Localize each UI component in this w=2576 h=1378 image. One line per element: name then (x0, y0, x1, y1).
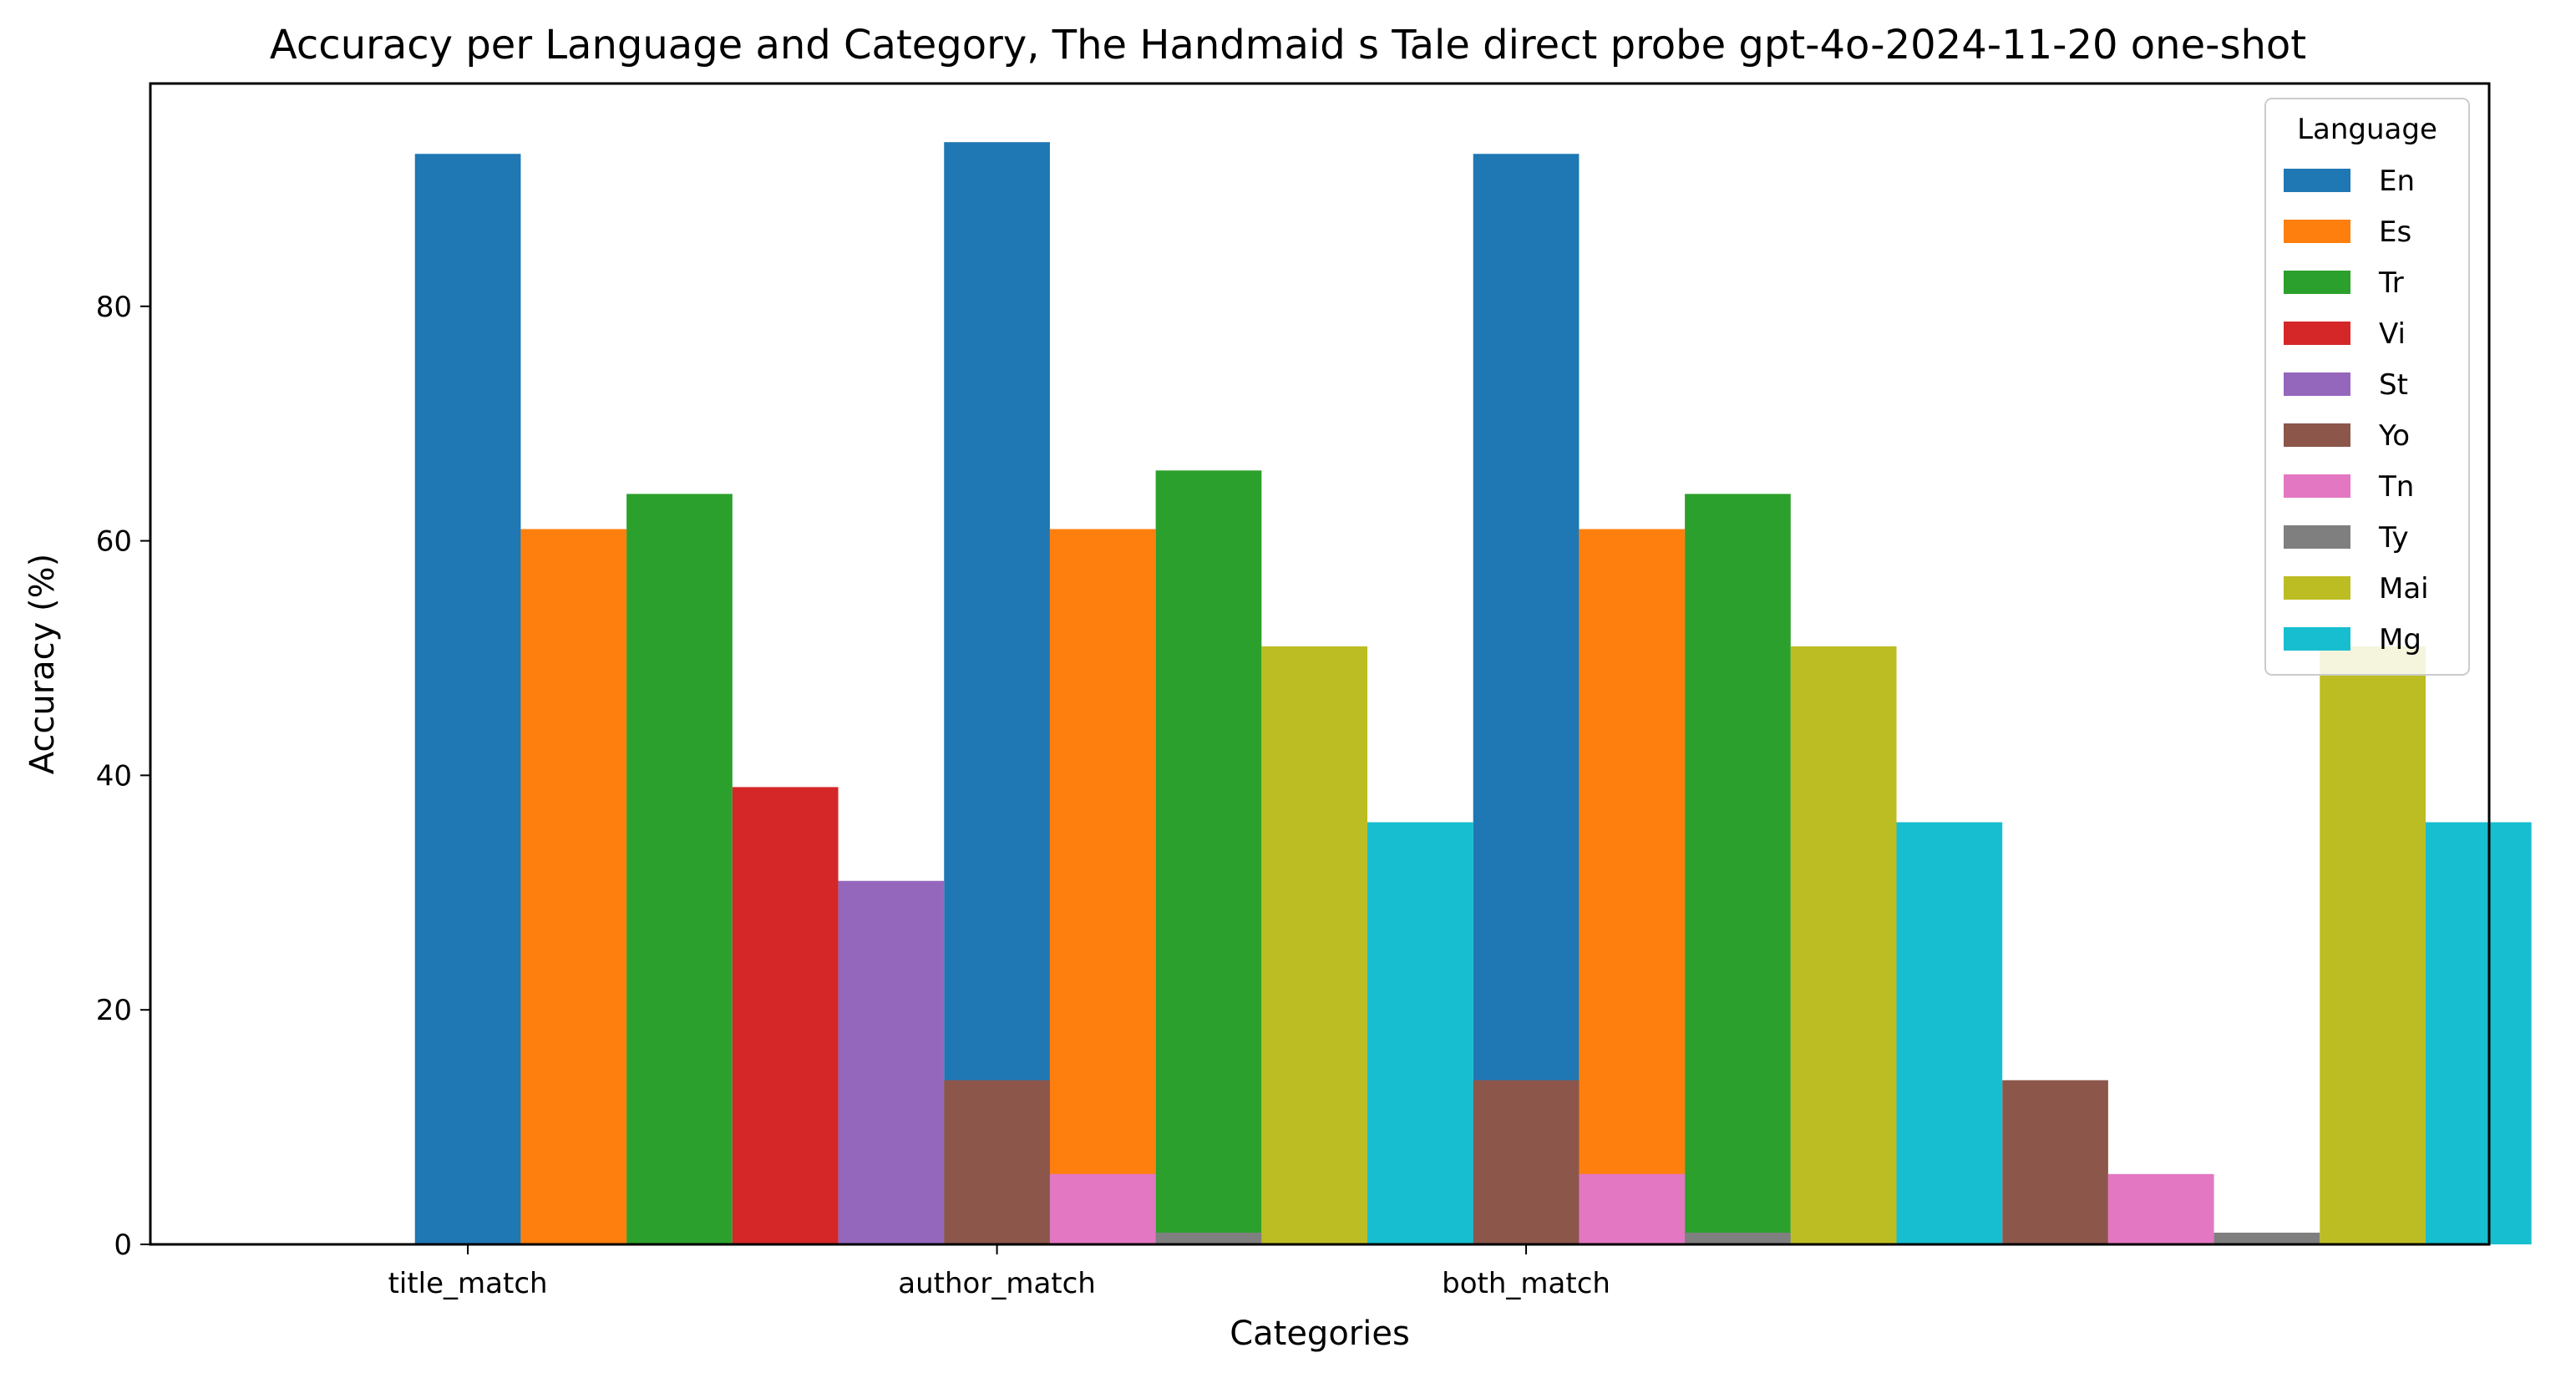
legend-label-en: En (2379, 165, 2415, 198)
y-tick-label: 0 (114, 1229, 132, 1262)
x-tick-label: author_match (898, 1267, 1096, 1300)
bar-tn-title_match (1049, 1173, 1156, 1244)
bar-yo-author_match (1473, 1080, 1580, 1244)
bar-es-both_match (1579, 529, 1686, 1244)
bar-mai-both_match (2320, 646, 2426, 1244)
bar-st-title_match (838, 880, 945, 1244)
legend-swatch-yo (2284, 423, 2350, 447)
y-axis-label: Accuracy (%) (23, 554, 62, 775)
legend-swatch-vi (2284, 322, 2350, 345)
y-tick-label: 40 (96, 759, 132, 793)
legend-label-yo: Yo (2378, 419, 2410, 453)
bar-tr-author_match (1155, 470, 1262, 1244)
chart-title: Accuracy per Language and Category, The … (270, 22, 2306, 68)
y-tick-label: 80 (96, 291, 132, 324)
legend-label-mg: Mg (2379, 623, 2421, 656)
legend-title: Language (2297, 113, 2437, 146)
plot-frame (149, 82, 2491, 1246)
bar-es-title_match (520, 529, 627, 1244)
legend-swatch-mg (2284, 627, 2350, 651)
legend-swatch-ty (2284, 525, 2350, 549)
bar-mg-both_match (2425, 822, 2532, 1244)
legend-swatch-en (2284, 169, 2350, 192)
bar-mg-title_match (1367, 822, 1473, 1244)
y-tick-label: 20 (96, 994, 132, 1027)
legend-swatch-tr (2284, 271, 2350, 294)
bar-yo-both_match (2002, 1080, 2108, 1244)
legend-swatch-mai (2284, 576, 2350, 600)
bar-mai-title_match (1261, 646, 1368, 1244)
legend-label-ty: Ty (2378, 521, 2409, 555)
bars-group (414, 142, 2532, 1244)
bar-mg-author_match (1896, 822, 2003, 1244)
bar-en-both_match (1473, 154, 1580, 1244)
x-tick-label: title_match (388, 1267, 548, 1300)
legend-label-tn: Tn (2378, 470, 2414, 504)
legend: Language En Es Tr Vi St Yo Tn Ty Mai Mg (2264, 98, 2470, 676)
legend-label-st: St (2379, 368, 2408, 402)
bar-ty-title_match (1155, 1232, 1262, 1244)
bar-en-author_match (944, 142, 1050, 1244)
bar-ty-both_match (2213, 1232, 2320, 1244)
bar-yo-title_match (944, 1080, 1050, 1244)
bar-tr-both_match (1685, 494, 1791, 1244)
legend-swatch-st (2284, 372, 2350, 396)
legend-swatch-tn (2284, 474, 2350, 498)
bar-es-author_match (1049, 529, 1156, 1244)
y-axis: 0 20 40 60 80 (96, 291, 150, 1262)
x-axis-label: Categories (1230, 1315, 1410, 1353)
legend-label-vi: Vi (2379, 317, 2406, 351)
bar-ty-author_match (1685, 1232, 1791, 1244)
y-tick-label: 60 (96, 525, 132, 559)
bar-en-title_match (414, 154, 521, 1244)
legend-label-tr: Tr (2378, 266, 2404, 300)
legend-swatch-es (2284, 220, 2350, 243)
bar-mai-author_match (1790, 646, 1897, 1244)
bar-tn-author_match (1579, 1173, 1686, 1244)
x-axis: title_match author_match both_match (388, 1244, 1610, 1300)
legend-label-es: Es (2379, 215, 2411, 249)
legend-label-mai: Mai (2379, 572, 2429, 605)
bar-tr-title_match (626, 494, 733, 1244)
bar-vi-title_match (732, 787, 839, 1244)
bar-tn-both_match (2107, 1173, 2214, 1244)
x-tick-label: both_match (1442, 1267, 1610, 1300)
